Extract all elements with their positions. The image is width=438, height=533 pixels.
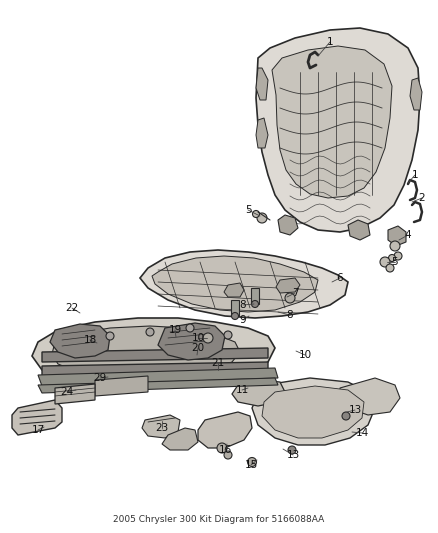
- Circle shape: [224, 331, 232, 339]
- Polygon shape: [142, 415, 180, 438]
- Circle shape: [257, 213, 267, 223]
- Text: 1: 1: [327, 37, 333, 47]
- Text: 24: 24: [60, 387, 74, 397]
- Circle shape: [252, 211, 259, 217]
- Text: 2: 2: [419, 193, 425, 203]
- Text: 11: 11: [235, 385, 249, 395]
- Polygon shape: [232, 380, 285, 406]
- Text: 5: 5: [392, 257, 398, 267]
- Text: 29: 29: [93, 373, 106, 383]
- Text: 15: 15: [244, 460, 258, 470]
- Polygon shape: [152, 256, 318, 312]
- Polygon shape: [278, 215, 298, 235]
- Circle shape: [386, 264, 394, 272]
- Circle shape: [251, 301, 258, 308]
- Polygon shape: [348, 220, 370, 240]
- Polygon shape: [262, 386, 364, 438]
- Text: 8: 8: [287, 310, 293, 320]
- Polygon shape: [388, 226, 406, 246]
- Circle shape: [247, 457, 257, 466]
- Text: 6: 6: [337, 273, 343, 283]
- Text: 1: 1: [412, 170, 418, 180]
- Polygon shape: [410, 78, 422, 110]
- Text: 4: 4: [405, 230, 411, 240]
- Polygon shape: [231, 300, 239, 316]
- Text: 16: 16: [219, 445, 232, 455]
- Polygon shape: [42, 362, 268, 376]
- Text: 9: 9: [240, 315, 246, 325]
- Text: 22: 22: [65, 303, 79, 313]
- Text: 13: 13: [348, 405, 362, 415]
- Circle shape: [217, 443, 227, 453]
- Polygon shape: [12, 400, 62, 435]
- Polygon shape: [224, 283, 244, 297]
- Circle shape: [342, 412, 350, 420]
- Polygon shape: [251, 288, 259, 304]
- Polygon shape: [38, 378, 278, 393]
- Text: 18: 18: [83, 335, 97, 345]
- Text: 2005 Chrysler 300 Kit Diagram for 5166088AA: 2005 Chrysler 300 Kit Diagram for 516608…: [113, 515, 325, 524]
- Circle shape: [146, 328, 154, 336]
- Circle shape: [394, 252, 402, 260]
- Polygon shape: [256, 28, 420, 232]
- Polygon shape: [32, 318, 275, 388]
- Polygon shape: [140, 250, 348, 318]
- Polygon shape: [52, 326, 240, 378]
- Polygon shape: [50, 324, 110, 358]
- Polygon shape: [55, 384, 95, 404]
- Circle shape: [389, 254, 396, 262]
- Text: 7: 7: [292, 288, 298, 298]
- Polygon shape: [42, 348, 268, 362]
- Polygon shape: [162, 428, 198, 450]
- Polygon shape: [158, 323, 225, 360]
- Text: 21: 21: [212, 358, 225, 368]
- Circle shape: [285, 293, 295, 303]
- Text: 5: 5: [245, 205, 251, 215]
- Circle shape: [288, 446, 296, 454]
- Text: 10: 10: [298, 350, 311, 360]
- Text: 23: 23: [155, 423, 169, 433]
- Polygon shape: [272, 46, 392, 198]
- Polygon shape: [38, 368, 278, 386]
- Circle shape: [232, 312, 239, 319]
- Text: 20: 20: [191, 343, 205, 353]
- Circle shape: [380, 257, 390, 267]
- Text: 17: 17: [32, 425, 45, 435]
- Circle shape: [224, 451, 232, 459]
- Polygon shape: [340, 378, 400, 415]
- Circle shape: [106, 332, 114, 340]
- Polygon shape: [256, 118, 268, 148]
- Circle shape: [203, 333, 213, 343]
- Polygon shape: [252, 378, 375, 445]
- Circle shape: [186, 324, 194, 332]
- Polygon shape: [95, 376, 148, 396]
- Text: 13: 13: [286, 450, 300, 460]
- Text: 19: 19: [168, 325, 182, 335]
- Polygon shape: [198, 412, 252, 448]
- Circle shape: [390, 241, 400, 251]
- Text: 14: 14: [355, 428, 369, 438]
- Text: 10: 10: [191, 333, 205, 343]
- Polygon shape: [276, 278, 300, 293]
- Polygon shape: [256, 68, 268, 100]
- Text: 8: 8: [240, 300, 246, 310]
